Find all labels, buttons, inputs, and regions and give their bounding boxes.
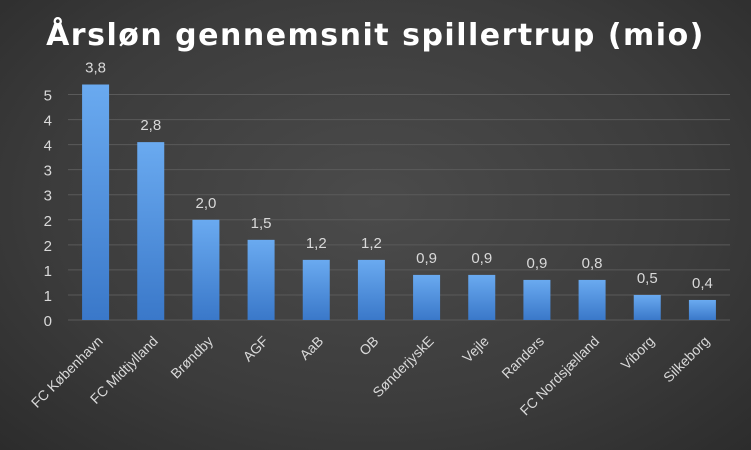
- data-label: 3,8: [85, 60, 106, 77]
- x-tick-label: Randers: [498, 333, 547, 382]
- data-label: 0,9: [471, 250, 492, 267]
- data-label: 1,2: [361, 235, 382, 252]
- bar: [137, 142, 165, 320]
- y-tick-label: 3: [44, 188, 52, 205]
- bar: [247, 239, 275, 320]
- y-tick-label: 4: [44, 113, 52, 130]
- y-axis: 0 1 1 2 2 3 3 4 4 5: [44, 88, 52, 330]
- bar: [468, 274, 496, 320]
- y-tick-label: 5: [44, 88, 52, 105]
- bar: [688, 299, 716, 320]
- y-tick-label: 1: [44, 263, 52, 280]
- data-label: 0,8: [582, 255, 603, 272]
- y-tick-label: 4: [44, 138, 52, 155]
- y-tick-label: 2: [44, 238, 52, 255]
- data-label: 1,2: [306, 235, 327, 252]
- data-label: 0,5: [637, 270, 658, 287]
- x-tick-label: Vejle: [459, 333, 492, 366]
- bar: [413, 274, 441, 320]
- gridlines: [68, 94, 730, 321]
- x-tick-label: Brøndby: [167, 333, 216, 382]
- data-label: 0,9: [526, 255, 547, 272]
- bar: [82, 84, 110, 320]
- chart-title: Årsløn gennemsnit spillertrup (mio): [46, 18, 705, 53]
- data-label: 2,8: [140, 117, 161, 134]
- x-tick-label: Viborg: [618, 333, 658, 373]
- x-tick-label: OB: [356, 333, 382, 359]
- y-tick-label: 3: [44, 163, 52, 180]
- data-label: 2,0: [195, 195, 216, 212]
- bars: [82, 84, 716, 320]
- x-tick-label: AaB: [296, 333, 326, 363]
- bar: [192, 219, 220, 320]
- bar: [302, 259, 330, 320]
- data-label: 0,9: [416, 250, 437, 267]
- data-label: 1,5: [251, 215, 272, 232]
- bar: [578, 279, 606, 320]
- bar: [523, 279, 551, 320]
- y-tick-label: 2: [44, 213, 52, 230]
- bar: [357, 259, 385, 320]
- y-tick-label: 0: [44, 313, 52, 330]
- bar: [633, 294, 661, 320]
- data-label: 0,4: [692, 275, 713, 292]
- x-tick-label: AGF: [240, 333, 272, 365]
- x-tick-label: Silkeborg: [660, 333, 713, 386]
- data-labels: 3,8 2,8 2,0 1,5 1,2 1,2 0,9 0,9 0,9 0,8 0,5 0,4: [85, 60, 713, 292]
- y-tick-label: 1: [44, 288, 52, 305]
